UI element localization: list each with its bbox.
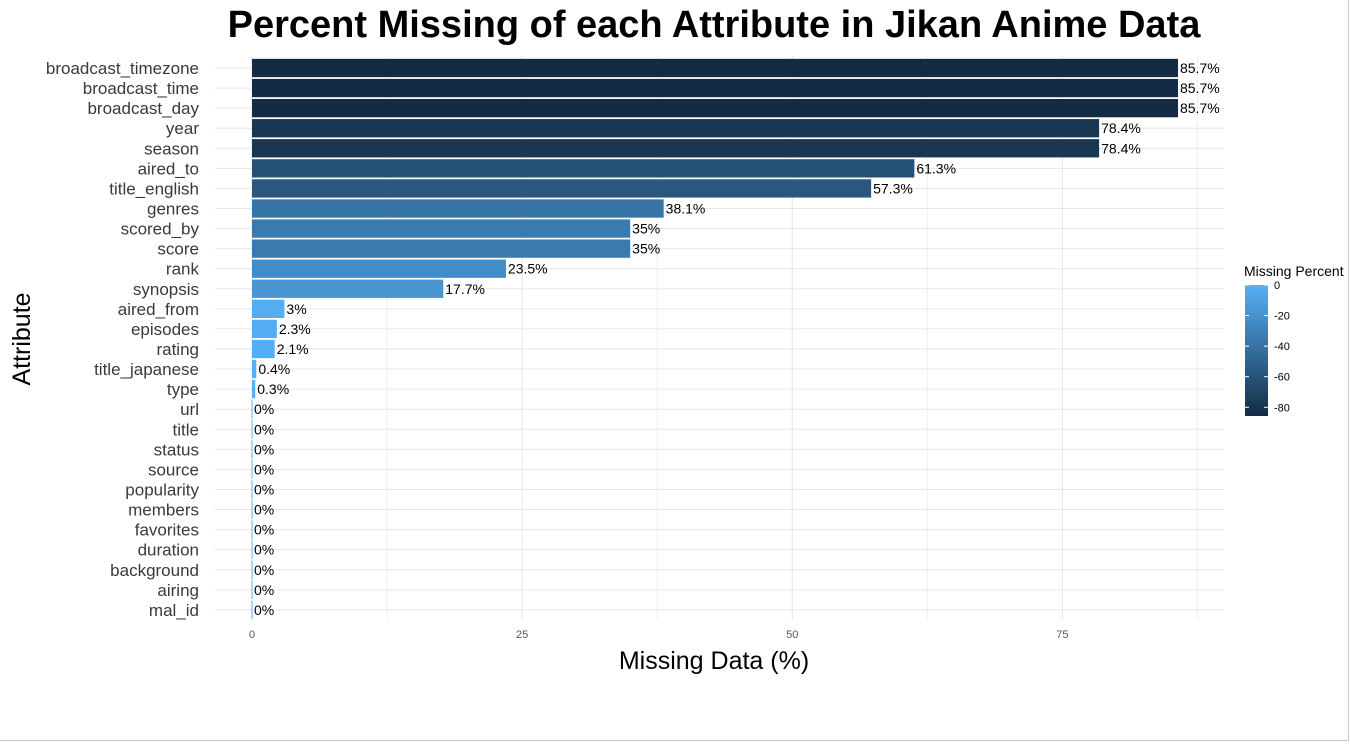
value-label: 17.7% <box>445 281 485 297</box>
y-axis-title: Attribute <box>8 292 36 385</box>
category-label: aired_from <box>118 300 199 319</box>
value-label: 85.7% <box>1180 60 1220 76</box>
legend-tick-label: -60 <box>1274 372 1290 384</box>
bar <box>252 199 664 218</box>
category-label: broadcast_day <box>87 99 199 118</box>
legend-tick-label: 0 <box>1274 280 1280 292</box>
legend-tick-label: -80 <box>1274 402 1290 414</box>
value-label: 85.7% <box>1180 100 1220 116</box>
x-axis-title: Missing Data (%) <box>619 647 809 675</box>
value-label: 35% <box>632 241 660 257</box>
bar <box>252 359 257 379</box>
category-label: rank <box>166 260 200 279</box>
x-tick-label: 0 <box>249 629 255 641</box>
category-label: title_japanese <box>94 360 199 379</box>
value-label: 35% <box>632 221 660 237</box>
value-label: 2.1% <box>277 341 309 357</box>
value-label: 0% <box>254 602 274 618</box>
bar <box>252 319 277 339</box>
value-label: 0% <box>254 401 274 417</box>
category-labels: broadcast_timezonebroadcast_timebroadcas… <box>46 59 200 620</box>
legend: Missing Percent 0 -20 -40 -60 -80 <box>1244 263 1344 416</box>
value-label: 78.4% <box>1101 140 1141 156</box>
category-label: url <box>180 400 199 419</box>
category-label: broadcast_timezone <box>46 59 199 78</box>
value-label: 0% <box>254 582 274 598</box>
legend-colorbar <box>1245 285 1268 416</box>
category-label: genres <box>147 199 199 218</box>
category-label: background <box>110 561 199 580</box>
category-label: aired_to <box>138 159 199 178</box>
x-tick-label: 25 <box>516 629 528 641</box>
category-label: source <box>148 460 199 479</box>
value-label: 0% <box>254 542 274 558</box>
category-label: type <box>167 380 199 399</box>
legend-title: Missing Percent <box>1244 263 1344 279</box>
category-label: popularity <box>125 480 199 499</box>
x-tick-label: 50 <box>786 629 798 641</box>
bar <box>252 379 256 399</box>
value-label: 0% <box>254 522 274 538</box>
value-label: 0% <box>254 562 274 578</box>
value-label: 38.1% <box>666 200 706 216</box>
value-label: 0% <box>254 481 274 497</box>
category-label: score <box>157 240 199 259</box>
value-label: 2.3% <box>279 321 311 337</box>
legend-ticks: 0 -20 -40 -60 -80 <box>1245 280 1290 414</box>
category-label: members <box>128 501 199 520</box>
value-label: 61.3% <box>916 160 956 176</box>
bar <box>252 179 872 198</box>
bar <box>252 78 1178 98</box>
bar <box>252 219 631 238</box>
value-label: 0% <box>254 502 274 518</box>
category-label: season <box>144 139 199 158</box>
x-tick-labels: 0 25 50 75 <box>249 629 1069 641</box>
category-label: scored_by <box>121 220 200 239</box>
value-label: 0.3% <box>257 381 289 397</box>
category-label: synopsis <box>133 280 199 299</box>
bar <box>252 58 1178 78</box>
value-label: 23.5% <box>508 261 548 277</box>
bar <box>252 119 1100 138</box>
category-label: rating <box>156 340 199 359</box>
bars <box>251 58 1178 620</box>
value-label: 57.3% <box>873 180 913 196</box>
category-label: broadcast_time <box>83 79 199 98</box>
value-label: 0% <box>254 461 274 477</box>
value-label: 85.7% <box>1180 80 1220 96</box>
bar <box>252 279 444 298</box>
value-label: 0% <box>254 441 274 457</box>
category-label: status <box>154 440 199 459</box>
value-label: 0.4% <box>258 361 290 377</box>
legend-tick-label: -20 <box>1274 311 1290 323</box>
category-label: episodes <box>131 320 199 339</box>
bar <box>252 299 285 318</box>
category-label: mal_id <box>149 601 199 620</box>
category-label: airing <box>157 581 199 600</box>
bar <box>252 98 1178 118</box>
bar <box>252 139 1100 158</box>
bar <box>252 259 506 278</box>
value-label: 78.4% <box>1101 120 1141 136</box>
chart-title: Percent Missing of each Attribute in Jik… <box>228 4 1202 46</box>
value-label: 3% <box>286 301 306 317</box>
value-label: 0% <box>254 421 274 437</box>
legend-tick-label: -40 <box>1274 341 1290 353</box>
bar <box>252 339 275 359</box>
x-tick-label: 75 <box>1056 629 1068 641</box>
value-labels: 85.7% 85.7% 85.7% 78.4% 78.4% 61.3%57.3% 38.1%… <box>254 60 1220 618</box>
bar <box>252 159 915 178</box>
bar <box>252 239 631 258</box>
category-label: year <box>166 119 199 138</box>
category-label: title_english <box>109 179 199 198</box>
category-label: favorites <box>135 521 199 540</box>
category-label: title <box>173 420 199 439</box>
category-label: duration <box>138 541 199 560</box>
